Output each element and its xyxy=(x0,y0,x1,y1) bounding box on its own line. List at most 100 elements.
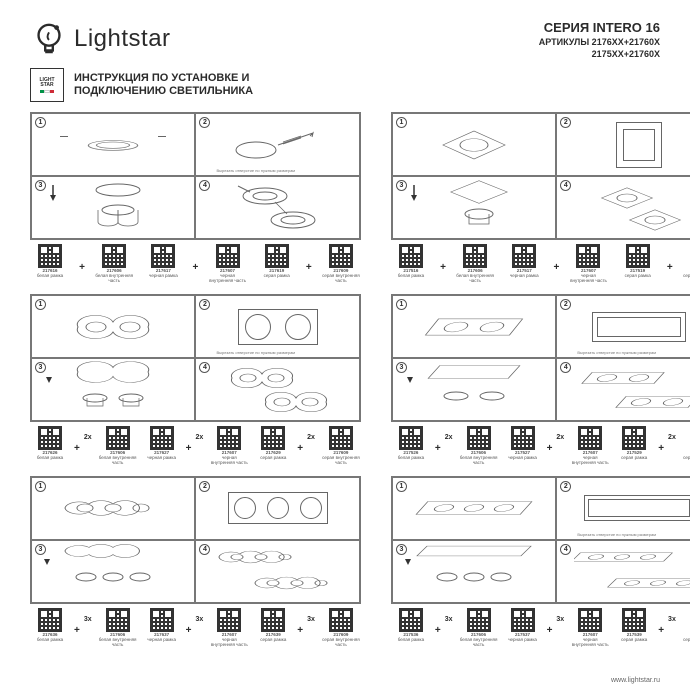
qr-label: 217609серая внутренняя часть xyxy=(321,451,361,466)
qr-label: 217607черная внутренняя часть xyxy=(570,451,610,466)
quality-badge: LIGHT STAR xyxy=(30,68,64,102)
qr-item: 217626белая рамка xyxy=(30,426,70,466)
step-2: 2 xyxy=(556,113,690,176)
instruction-title: ИНСТРУКЦИЯ ПО УСТАНОВКЕ И ПОДКЛЮЧЕНИЮ СВ… xyxy=(74,72,253,100)
qr-label: 217607черная внутренняя часть xyxy=(209,451,249,466)
step-1: 1 xyxy=(31,477,195,540)
qr-label: 217519серая рамка xyxy=(625,269,651,279)
qr-code-icon xyxy=(216,244,240,268)
qr-item: 217607черная внутренняя часть xyxy=(570,426,610,466)
multiplier: 2x xyxy=(307,426,317,441)
qr-item: 217526белая рамка xyxy=(391,426,431,466)
multiplier: 2x xyxy=(84,426,94,441)
qr-item: 217637черная рамка xyxy=(142,608,182,648)
qr-label: 217639серая рамка xyxy=(260,633,286,643)
step-1: 1 xyxy=(392,113,556,176)
qr-label: 217616белая рамка xyxy=(37,269,63,279)
steps-panel: 1 2 Вырезать отверстие по нужным размера… xyxy=(30,294,361,422)
block-double-round: 1 2 Вырезать отверстие по нужным размера… xyxy=(30,294,361,466)
qr-code-icon xyxy=(329,244,353,268)
qr-code-icon xyxy=(38,608,62,632)
step-3: 3 xyxy=(392,540,556,603)
qr-label: 217536белая рамка xyxy=(398,633,424,643)
qr-code-icon xyxy=(399,244,423,268)
article-1: АРТИКУЛЫ 2176XX+21760X xyxy=(539,37,660,49)
qr-code-icon xyxy=(261,608,285,632)
step-4: 4 xyxy=(556,358,690,421)
qr-label: 217607черная внутренняя часть xyxy=(570,633,610,648)
brand-name: Lightstar xyxy=(74,25,171,53)
qr-label: 217637черная рамка xyxy=(147,633,176,643)
subheader: LIGHT STAR ИНСТРУКЦИЯ ПО УСТАНОВКЕ И ПОД… xyxy=(30,68,660,102)
step-2: 2 Вырезать отверстие по нужным размерам xyxy=(195,113,359,176)
step-3: 3 xyxy=(31,358,195,421)
qr-code-icon xyxy=(626,244,650,268)
plus-sign: + xyxy=(547,619,553,636)
plus-sign: + xyxy=(667,256,673,273)
qr-item: 217609серая внутренняя часть xyxy=(321,608,361,648)
qr-label: 217516белая рамка xyxy=(398,269,424,279)
qr-item: 217636белая рамка xyxy=(30,608,70,648)
badge-line2: STAR xyxy=(40,83,53,88)
plus-sign: + xyxy=(440,256,446,273)
step-1: 1 xyxy=(392,477,556,540)
qr-item: 217537черная рамка xyxy=(503,608,543,648)
qr-item: 217536белая рамка xyxy=(391,608,431,648)
qr-item: 217606белая внутренняя часть xyxy=(455,244,495,284)
qr-code-icon xyxy=(467,426,491,450)
plus-sign: + xyxy=(74,437,80,454)
qr-row: 217536белая рамка+3x217606белая внутренн… xyxy=(391,608,690,648)
step-2: 2 Вырезать отверстие по нужным размерам xyxy=(195,295,359,358)
plus-sign: + xyxy=(306,256,312,273)
qr-label: 217537черная рамка xyxy=(508,633,537,643)
qr-code-icon xyxy=(217,608,241,632)
qr-item: 217607черная внутренняя часть xyxy=(570,608,610,648)
qr-code-icon xyxy=(38,426,62,450)
qr-item: 217607черная внутренняя часть xyxy=(568,244,608,284)
multiplier: 2x xyxy=(668,426,678,441)
plus-sign: + xyxy=(547,437,553,454)
qr-item: 217529серая рамка xyxy=(614,426,654,466)
qr-row: 217516белая рамка +217606белая внутренняя… xyxy=(391,244,690,284)
multiplier: 3x xyxy=(445,608,455,623)
steps-panel: 1 2 3 xyxy=(30,476,361,604)
qr-code-icon xyxy=(150,426,174,450)
qr-code-icon xyxy=(622,426,646,450)
qr-item: 217527черная рамка xyxy=(503,426,543,466)
step-2: 2 Вырезать отверстие по нужным размерам xyxy=(556,295,690,358)
qr-label: 217626белая рамка xyxy=(37,451,63,461)
multiplier: 3x xyxy=(668,608,678,623)
qr-item: 217617черная рамка xyxy=(143,244,183,284)
plus-sign: + xyxy=(74,619,80,636)
multiplier: 3x xyxy=(556,608,566,623)
step-1: 1 xyxy=(31,113,195,176)
qr-code-icon xyxy=(399,426,423,450)
qr-code-icon xyxy=(150,608,174,632)
qr-code-icon xyxy=(261,426,285,450)
qr-code-icon xyxy=(467,608,491,632)
step-4: 4 xyxy=(195,176,359,239)
multiplier: 3x xyxy=(195,608,205,623)
qr-code-icon xyxy=(329,426,353,450)
plus-sign: + xyxy=(297,619,303,636)
plus-sign: + xyxy=(79,256,85,273)
qr-label: 217606белая внутренняя часть xyxy=(98,451,138,466)
qr-item: 217539серая рамка xyxy=(614,608,654,648)
plus-sign: + xyxy=(193,256,199,273)
qr-code-icon xyxy=(106,608,130,632)
qr-label: 217609серая внутренняя часть xyxy=(321,269,361,284)
footer-url: www.lightstar.ru xyxy=(611,677,660,684)
qr-label: 217606белая внутренняя часть xyxy=(455,269,495,284)
qr-code-icon xyxy=(463,244,487,268)
qr-item: 217629серая рамка xyxy=(253,426,293,466)
qr-code-icon xyxy=(511,608,535,632)
step-4: 4 xyxy=(556,176,690,239)
qr-item: 217606белая внутренняя часть xyxy=(94,244,134,284)
qr-label: 217526белая рамка xyxy=(398,451,424,461)
qr-label: 217609серая внутренняя часть xyxy=(321,633,361,648)
plus-sign: + xyxy=(435,437,441,454)
qr-row: 217626белая рамка +2x 217606белая внутренн… xyxy=(30,426,361,466)
qr-label: 217517черная рамка xyxy=(510,269,539,279)
diagram-grid: 1 2 Вырезать отверстие по нужным размера… xyxy=(30,112,660,647)
qr-label: 217606белая внутренняя часть xyxy=(459,451,499,466)
